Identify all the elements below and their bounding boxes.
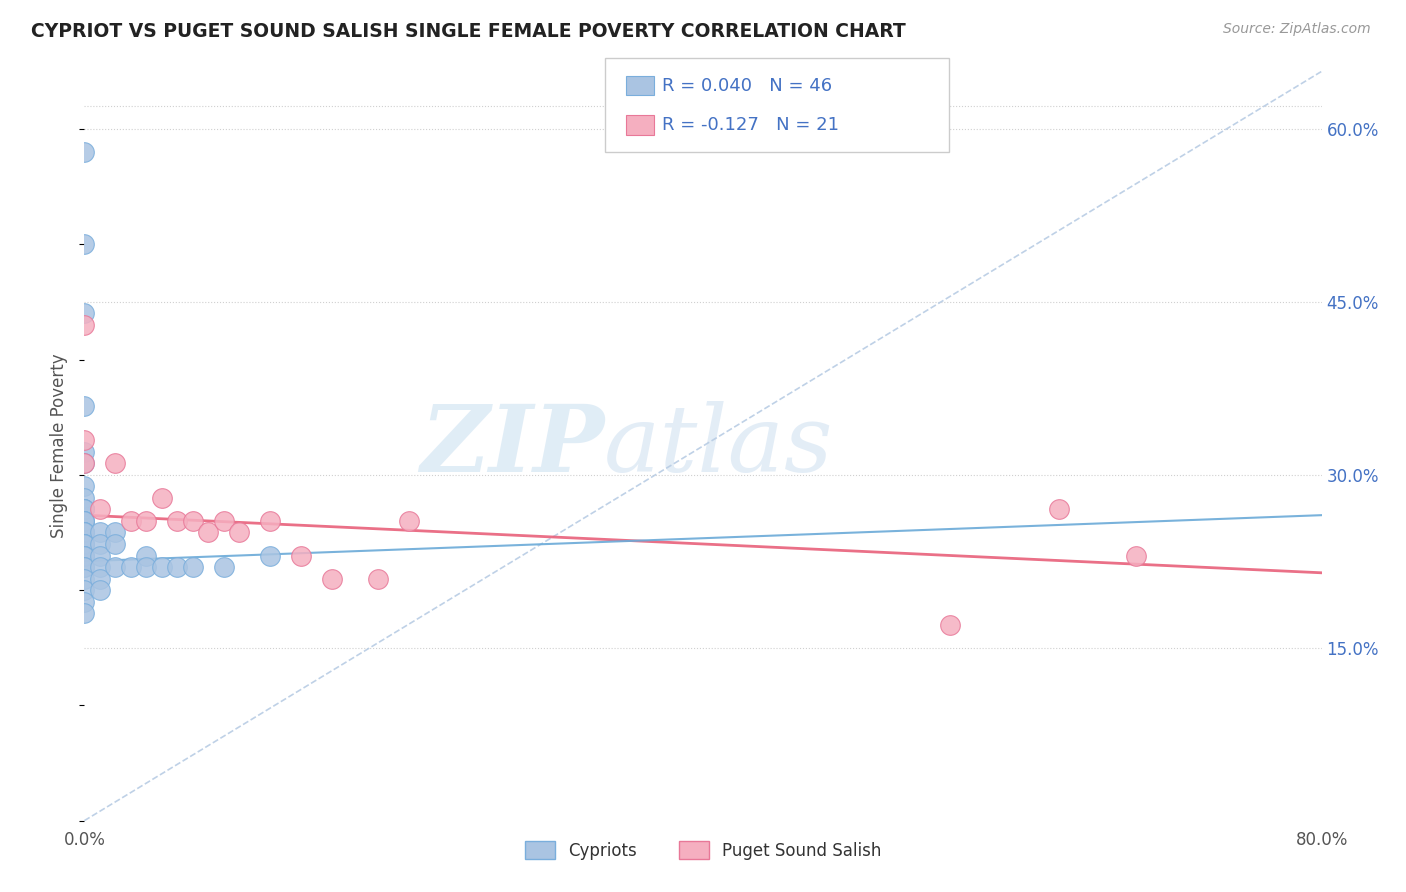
Point — [73, 479, 96, 493]
Point — [104, 537, 127, 551]
Point — [73, 537, 96, 551]
Point — [150, 491, 173, 505]
Point — [73, 444, 96, 458]
Point — [89, 560, 111, 574]
Point — [73, 549, 96, 563]
Point — [73, 549, 96, 563]
Point — [166, 514, 188, 528]
Point — [73, 594, 96, 608]
Text: atlas: atlas — [605, 401, 834, 491]
Point — [73, 306, 96, 320]
Y-axis label: Single Female Poverty: Single Female Poverty — [51, 354, 69, 538]
Point — [73, 525, 96, 540]
Point — [89, 525, 111, 540]
Point — [73, 572, 96, 586]
Point — [89, 502, 111, 516]
Point — [73, 549, 96, 563]
Point — [290, 549, 312, 563]
Point — [89, 583, 111, 598]
Point — [73, 514, 96, 528]
Point — [73, 237, 96, 252]
Point — [228, 525, 250, 540]
Point — [73, 525, 96, 540]
Point — [73, 502, 96, 516]
Point — [73, 606, 96, 620]
Text: R = 0.040   N = 46: R = 0.040 N = 46 — [662, 77, 832, 95]
Point — [259, 514, 281, 528]
Point — [212, 560, 235, 574]
Point — [398, 514, 420, 528]
Point — [135, 560, 157, 574]
Point — [89, 537, 111, 551]
Point — [73, 399, 96, 413]
Point — [73, 560, 96, 574]
Point — [104, 525, 127, 540]
Point — [73, 514, 96, 528]
Point — [197, 525, 219, 540]
Legend: Cypriots, Puget Sound Salish: Cypriots, Puget Sound Salish — [517, 835, 889, 866]
Point — [73, 537, 96, 551]
Point — [73, 145, 96, 159]
Point — [150, 560, 173, 574]
Point — [104, 560, 127, 574]
Text: Source: ZipAtlas.com: Source: ZipAtlas.com — [1223, 22, 1371, 37]
Point — [89, 572, 111, 586]
Point — [120, 560, 142, 574]
Point — [1125, 549, 1147, 563]
Point — [89, 549, 111, 563]
Point — [73, 502, 96, 516]
Point — [73, 502, 96, 516]
Point — [1047, 502, 1070, 516]
Point — [135, 514, 157, 528]
Text: ZIP: ZIP — [420, 401, 605, 491]
Point — [939, 617, 962, 632]
Point — [73, 456, 96, 470]
Point — [73, 434, 96, 448]
Text: CYPRIOT VS PUGET SOUND SALISH SINGLE FEMALE POVERTY CORRELATION CHART: CYPRIOT VS PUGET SOUND SALISH SINGLE FEM… — [31, 22, 905, 41]
Point — [73, 491, 96, 505]
Point — [73, 525, 96, 540]
Point — [212, 514, 235, 528]
Point — [73, 318, 96, 332]
Point — [367, 572, 389, 586]
Point — [166, 560, 188, 574]
Point — [259, 549, 281, 563]
Text: R = -0.127   N = 21: R = -0.127 N = 21 — [662, 116, 839, 134]
Point — [73, 583, 96, 598]
Point — [181, 514, 204, 528]
Point — [73, 560, 96, 574]
Point — [321, 572, 343, 586]
Point — [73, 537, 96, 551]
Point — [104, 456, 127, 470]
Point — [73, 514, 96, 528]
Point — [120, 514, 142, 528]
Point — [73, 456, 96, 470]
Point — [181, 560, 204, 574]
Point — [135, 549, 157, 563]
